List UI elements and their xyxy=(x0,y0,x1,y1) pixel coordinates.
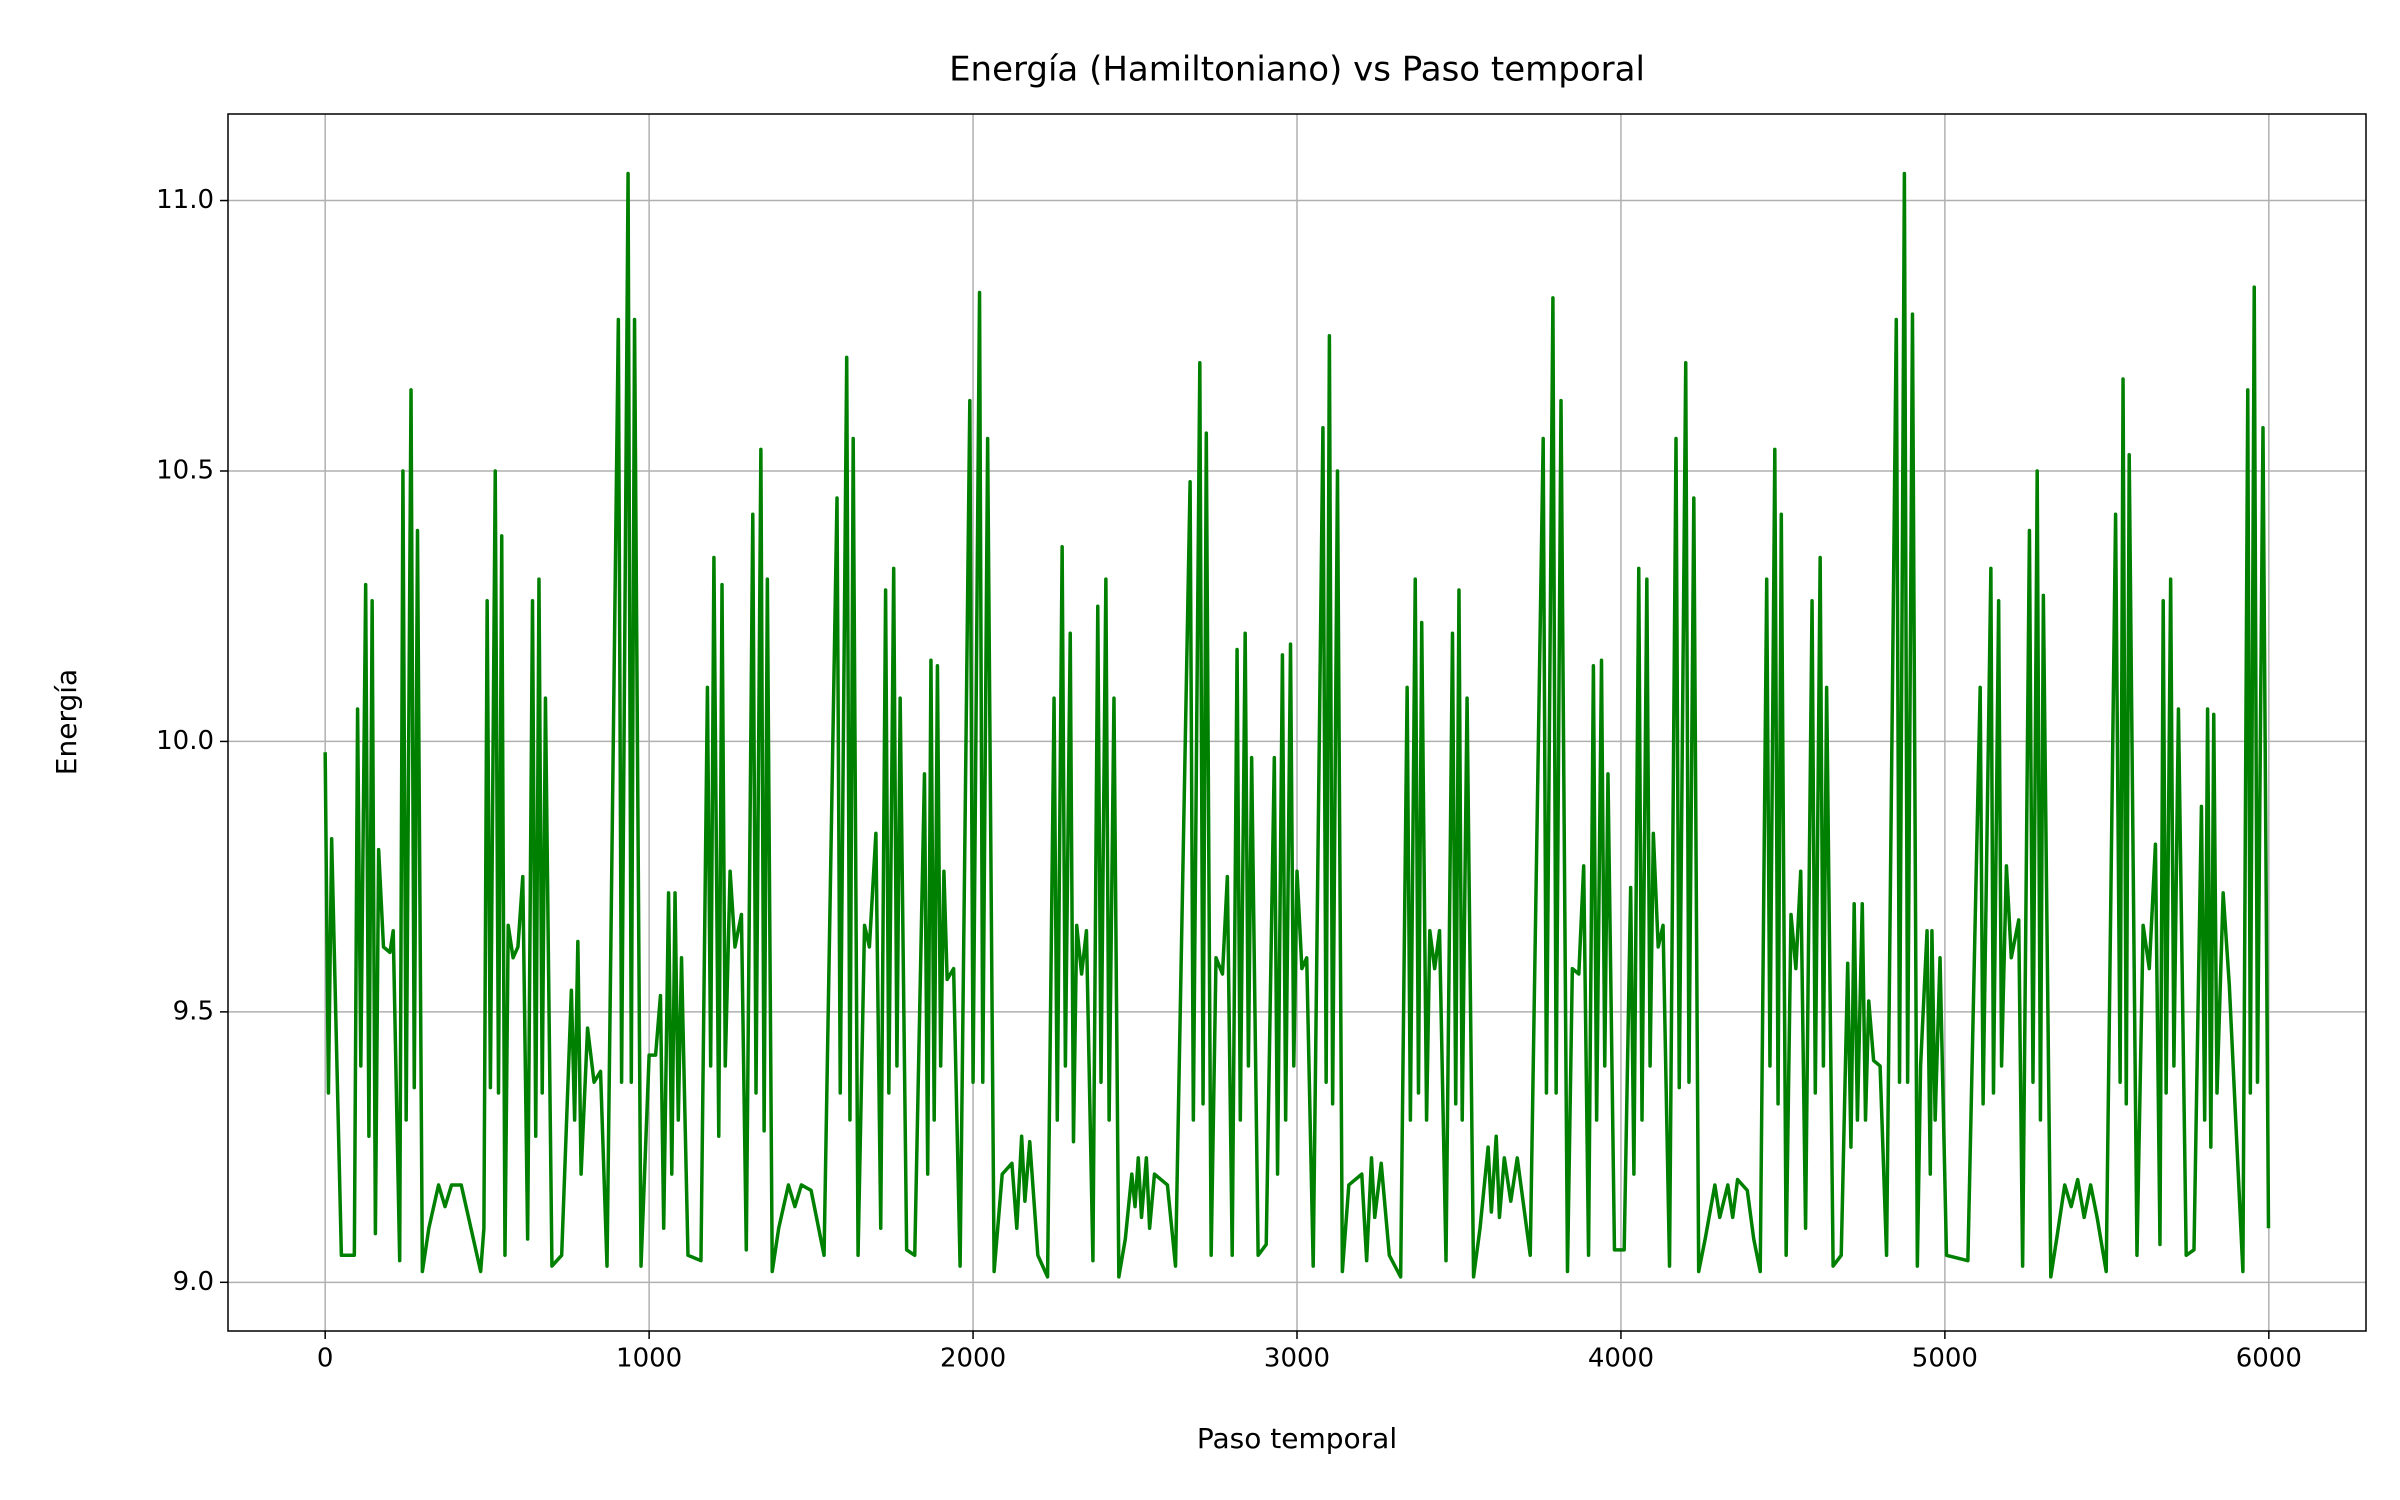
y-axis-label: Energía xyxy=(50,669,83,775)
x-tick-label: 2000 xyxy=(940,1344,1006,1374)
x-tick-label: 3000 xyxy=(1264,1344,1330,1374)
y-tick-label: 9.5 xyxy=(173,996,214,1026)
x-tick-label: 0 xyxy=(317,1344,334,1374)
data-line xyxy=(323,171,2271,1279)
y-tick-label: 9.0 xyxy=(173,1267,214,1297)
y-tick-label: 11.0 xyxy=(156,185,214,215)
y-tick-label: 10.5 xyxy=(156,455,214,485)
y-tick-label: 10.0 xyxy=(156,726,214,756)
x-axis-label: Paso temporal xyxy=(1197,1422,1397,1455)
x-tick-label: 5000 xyxy=(1912,1344,1978,1374)
plot-frame xyxy=(227,113,2367,1332)
chart-title: Energía (Hamiltoniano) vs Paso temporal xyxy=(949,50,1645,90)
x-tick-label: 6000 xyxy=(2236,1344,2302,1374)
x-tick-label: 4000 xyxy=(1588,1344,1654,1374)
x-tick-label: 1000 xyxy=(616,1344,682,1374)
